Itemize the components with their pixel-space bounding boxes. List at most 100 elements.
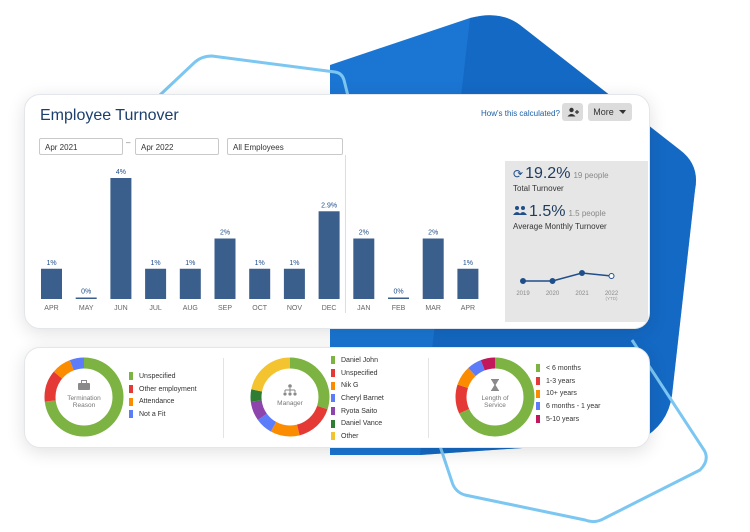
donut-segment[interactable] [455,357,535,437]
legend-label: Ryota Saito [341,407,378,415]
more-button[interactable]: More [588,103,632,121]
manager-donut[interactable] [245,352,335,442]
x-tick-label: DEC [322,305,337,312]
termination-reason-section: Termination Reason Unspecified Other empl… [25,348,225,447]
average-turnover-stat: 1.5% 1.5 people [513,203,606,221]
bar[interactable] [41,268,62,299]
bar-value-label: 1% [289,260,299,267]
legend-item[interactable]: 5-10 years [536,413,600,426]
legend-item[interactable]: Unspecified [129,370,197,383]
bar[interactable] [318,211,340,299]
bar[interactable] [75,297,97,300]
legend-swatch [331,394,335,403]
trend-point[interactable] [579,270,585,276]
legend-item[interactable]: 1-3 years [536,375,600,388]
average-turnover-label: Average Monthly Turnover [513,222,607,231]
legend-swatch [331,419,335,428]
bar-value-label: 1% [255,260,265,267]
bar[interactable] [422,238,444,300]
termination-reason-donut[interactable] [39,352,129,442]
add-user-button[interactable] [562,103,583,121]
bar[interactable] [145,268,167,299]
bar-value-label: 0% [81,289,91,296]
center-label-line: Length of [481,395,509,402]
page-title: Employee Turnover [40,107,179,124]
center-label-line: Termination [67,395,101,402]
legend-swatch [331,432,335,441]
legend-item[interactable]: Not a Fit [129,408,197,421]
bar-value-label: 1% [151,260,161,267]
monthly-turnover-chart: 1% APR 0% MAY 4% JUN 1% JUL 1% AUG 2% SEP 1% OCT 1% NOV… [41,155,479,313]
legend-item[interactable]: Unspecified [331,367,384,380]
bar[interactable] [353,238,375,300]
total-turnover-people: 19 people [573,171,609,180]
donut-segment[interactable] [250,357,330,437]
x-tick-label: OCT [252,305,268,312]
section-divider [428,358,429,438]
legend-item[interactable]: 10+ years [536,387,600,400]
legend-label: Not a Fit [139,410,166,418]
donut-segment[interactable] [44,357,124,437]
x-tick-label: APR [44,305,58,312]
x-tick-label: APR [461,305,475,312]
length-of-service-legend: < 6 months 1-3 years 10+ years 6 months - 1… [536,362,600,425]
org-chart-icon [283,384,297,396]
total-turnover-value: 19.2% [525,165,571,182]
bar[interactable] [388,297,409,300]
bar[interactable] [283,268,305,299]
donut-segment[interactable] [455,357,535,437]
legend-item[interactable]: Attendance [129,395,197,408]
length-of-service-section: Length of Service < 6 months 1-3 years 10+… [430,348,649,447]
legend-swatch [129,410,133,419]
turnover-breakdown-card: Termination Reason Unspecified Other empl… [24,347,650,448]
manager-legend: Daniel John Unspecified Nik G Cheryl Barnet… [331,354,384,443]
employee-turnover-card: Employee Turnover How's this calculated?… [24,94,650,329]
person-add-icon [567,107,579,117]
legend-item[interactable]: Cheryl Barnet [331,392,384,405]
legend-item[interactable]: Other employment [129,383,197,396]
legend-swatch [536,402,540,411]
legend-item[interactable]: Daniel John [331,354,384,367]
trend-point[interactable] [549,278,556,284]
bar[interactable] [110,178,132,299]
legend-swatch [536,377,540,386]
legend-item[interactable]: Ryota Saito [331,405,384,418]
how-calculated-link[interactable]: How's this calculated? [481,109,560,118]
hourglass-icon [491,379,499,391]
bar[interactable] [179,268,201,299]
legend-item[interactable]: Nik G [331,379,384,392]
x-tick-label: MAY [79,305,94,312]
end-date-field[interactable]: Apr 2022 [135,138,219,155]
total-turnover-label: Total Turnover [513,184,564,193]
length-of-service-donut[interactable] [450,352,540,442]
donut-segment[interactable] [250,357,330,437]
refresh-icon: ⟳ [513,167,524,181]
legend-item[interactable]: < 6 months [536,362,600,375]
legend-item[interactable]: Daniel Vance [331,417,384,430]
employee-group-select[interactable]: All Employees [227,138,343,155]
bar-value-label: 4% [116,169,126,176]
legend-label: Other [341,432,359,440]
trend-point[interactable] [608,273,615,279]
legend-swatch [129,385,133,394]
manager-center-label: Manager [260,400,320,407]
donut-segment[interactable] [250,357,330,437]
bar[interactable] [214,238,236,300]
trend-point[interactable] [520,278,526,284]
legend-item[interactable]: Other [331,430,384,443]
bar-value-label: 1% [46,260,56,267]
center-label-line: Manager [277,400,303,407]
bar-value-label: 1% [185,260,195,267]
bar[interactable] [457,268,479,299]
start-date-field[interactable]: Apr 2021 [39,138,123,155]
outline-hexagon-bottom [436,339,708,524]
legend-label: Daniel John [341,356,378,364]
legend-swatch [331,407,335,416]
legend-swatch [129,372,133,381]
x-tick-label: SEP [218,305,232,312]
legend-label: Other employment [139,385,197,393]
total-turnover-stat: ⟳ 19.2% 19 people [513,165,609,183]
bar[interactable] [249,268,271,299]
donut-segment[interactable] [44,357,124,437]
legend-item[interactable]: 6 months - 1 year [536,400,600,413]
